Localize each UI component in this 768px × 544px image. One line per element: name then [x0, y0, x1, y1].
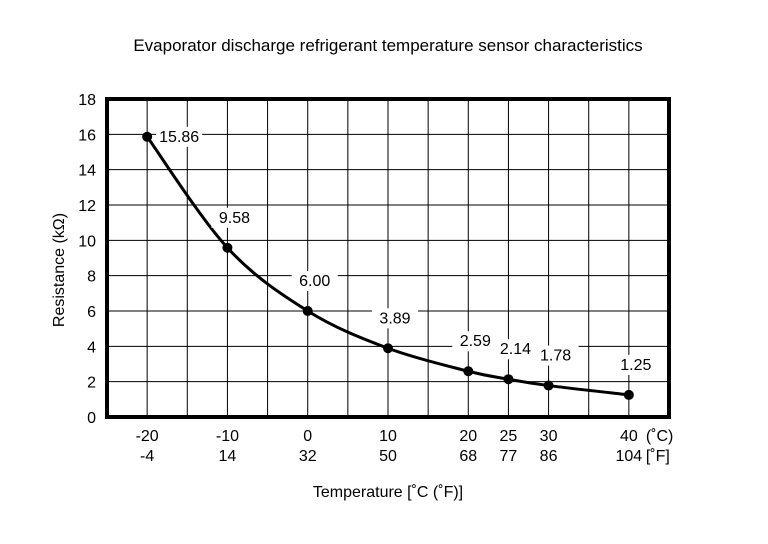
y-tick-label: 14 [78, 163, 96, 180]
x-axis-label: Temperature [˚C (˚F)] [313, 484, 463, 501]
data-label: 6.00 [299, 273, 330, 290]
data-label: 3.89 [379, 310, 410, 327]
data-point [543, 380, 554, 391]
x-tick-label-celsius: -20 [136, 428, 159, 445]
data-point [503, 374, 514, 385]
y-tick-labels: 0 2 4 6 8 10 12 14 16 18 [78, 92, 96, 427]
y-tick-label: 10 [78, 233, 96, 250]
data-point [222, 242, 233, 253]
grid-lines [107, 99, 669, 417]
x-tick-label-celsius: -10 [216, 428, 239, 445]
x-tick-label-fahrenheit: 77 [500, 448, 518, 465]
x-tick-label-celsius: 10 [379, 428, 397, 445]
data-label-background [372, 308, 418, 329]
data-label: 2.14 [500, 341, 531, 358]
data-label: 1.25 [620, 357, 651, 374]
y-tick-label: 6 [87, 304, 96, 321]
data-label-background [492, 339, 539, 360]
y-tick-label: 2 [87, 375, 96, 392]
y-axis-label: Resistance (kΩ) [51, 213, 68, 327]
data-label-background [211, 207, 258, 228]
x-tick-label-fahrenheit: 104 [616, 448, 643, 465]
data-label: 2.59 [460, 333, 491, 350]
x-tick-label-fahrenheit: -4 [140, 448, 154, 465]
x-tick-label-celsius: 30 [540, 428, 558, 445]
y-tick-label: 4 [87, 339, 96, 356]
x-tick-labels: -20 -4 -10 14 0 32 10 50 20 68 25 77 30 86 40 104(˚C) [˚… [136, 428, 674, 465]
y-tick-label: 16 [78, 127, 96, 144]
data-label: 9.58 [219, 210, 250, 227]
data-point [463, 366, 474, 377]
data-label: 1.78 [540, 348, 571, 365]
data-label: 15.86 [159, 129, 199, 146]
x-tick-label-fahrenheit: 68 [459, 448, 477, 465]
data-point [302, 306, 313, 316]
x-tick-label-celsius: 40 [620, 428, 638, 445]
data-label-background [452, 331, 499, 352]
x-tick-label-fahrenheit: 86 [540, 448, 558, 465]
x-tick-label-celsius: 20 [459, 428, 477, 445]
x-unit-fahrenheit: [˚F] [646, 448, 670, 465]
chart-title: Evaporator discharge refrigerant tempera… [133, 36, 642, 55]
y-tick-label: 18 [78, 92, 96, 109]
y-tick-label: 12 [78, 198, 96, 215]
y-tick-label: 0 [87, 410, 96, 427]
plot-frame [105, 97, 671, 419]
x-tick-label-celsius: 0 [303, 428, 312, 445]
data-labels: 15.86 9.58 6.00 3.89 2.59 2.14 1.78 1.25 [156, 126, 659, 375]
x-unit-celsius: (˚C) [646, 428, 674, 445]
data-label-background [532, 345, 579, 366]
data-point [623, 389, 634, 400]
data-label-background [291, 271, 338, 291]
y-tick-label: 8 [87, 269, 96, 286]
data-point [142, 131, 153, 142]
x-tick-label-fahrenheit: 32 [299, 448, 317, 465]
data-label-background [156, 126, 203, 147]
x-tick-label-fahrenheit: 50 [379, 448, 397, 465]
data-point [383, 343, 393, 354]
x-tick-label-celsius: 25 [500, 428, 518, 445]
data-points [142, 131, 634, 400]
x-tick-label-fahrenheit: 14 [219, 448, 237, 465]
data-label-background [612, 354, 659, 375]
